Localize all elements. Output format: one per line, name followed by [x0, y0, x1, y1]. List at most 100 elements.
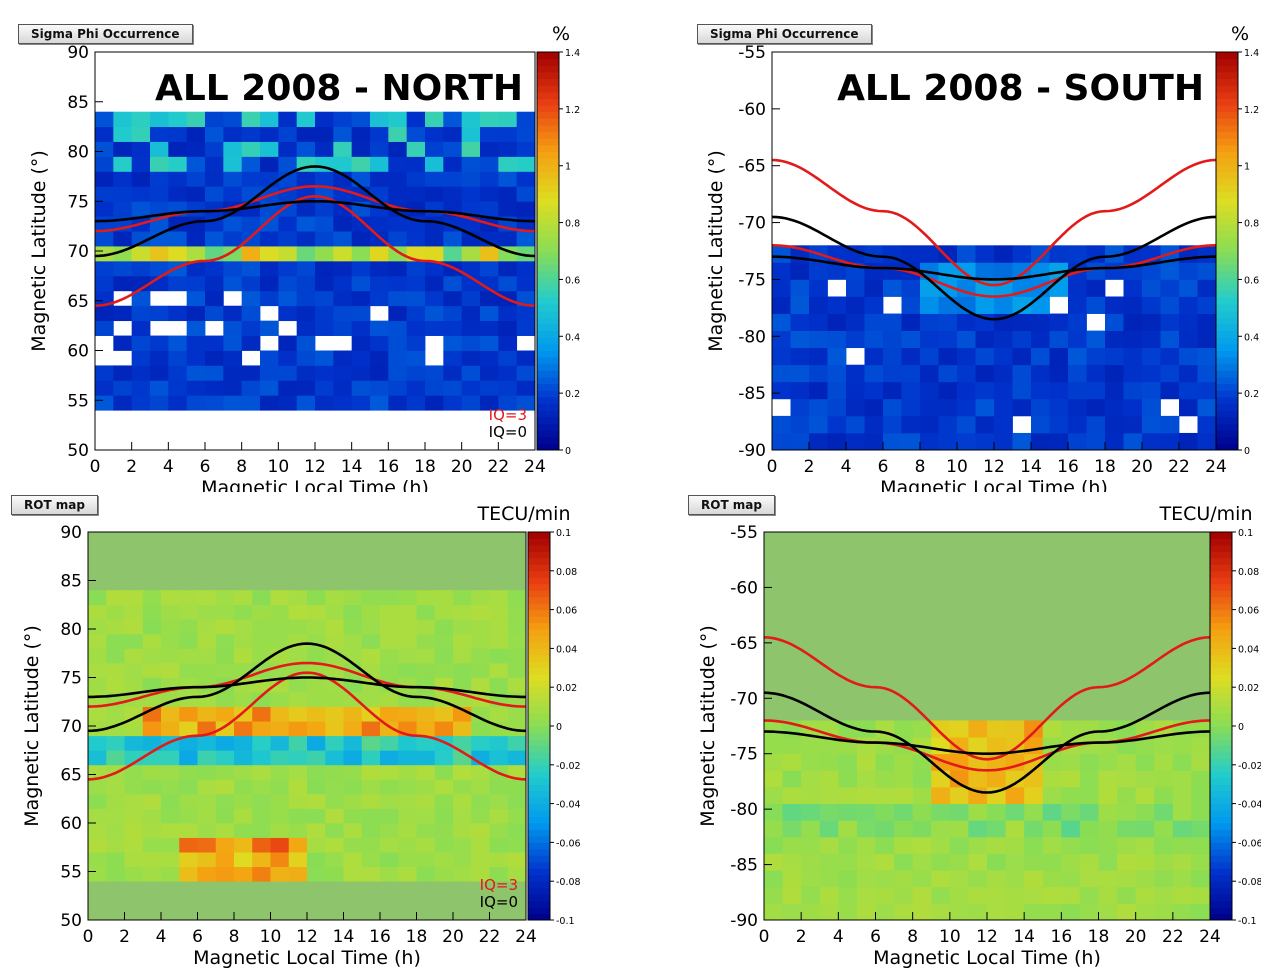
heatmap-cell: [388, 395, 408, 411]
heatmap-cell: [772, 364, 791, 383]
panel-label: Sigma Phi Occurrence: [697, 24, 872, 44]
heatmap-cell: [461, 290, 481, 307]
heatmap-cell: [772, 415, 791, 434]
y-axis-label: Magnetic Latitude (°): [697, 625, 719, 827]
heatmap-cell: [95, 141, 114, 157]
heatmap-cell: [1005, 820, 1025, 838]
heatmap-cell: [425, 231, 444, 247]
heatmap-cell: [809, 279, 828, 297]
colorbar-segment: [1216, 396, 1238, 405]
heatmap-cell: [95, 201, 114, 217]
heatmap-cell: [260, 171, 279, 187]
heatmap-cell: [370, 216, 389, 232]
y-tick-label: -85: [738, 384, 766, 404]
heatmap-cell: [1061, 753, 1081, 771]
heatmap-cell: [1197, 296, 1217, 314]
colorbar-tick-label: 1.4: [565, 48, 580, 59]
heatmap-cell: [186, 201, 206, 217]
heatmap-cell: [461, 201, 481, 217]
oval-iq0-equator: [763, 691, 1211, 794]
heatmap-cell: [480, 231, 499, 247]
heatmap-cell: [307, 677, 326, 693]
panel-label: ROT map: [688, 495, 775, 515]
heatmap-cell: [1086, 330, 1106, 349]
heatmap-cell: [782, 770, 802, 788]
heatmap-cell: [380, 852, 399, 868]
heatmap-cell: [1079, 770, 1099, 788]
heatmap-cell: [516, 380, 536, 396]
colorbar-segment: [1210, 784, 1232, 792]
heatmap-cell: [1160, 262, 1180, 280]
heatmap-cell: [398, 750, 417, 766]
heatmap-cell: [931, 820, 951, 838]
heatmap-cell: [1049, 330, 1069, 349]
heatmap-cell: [968, 820, 988, 838]
colorbar-segment: [1216, 277, 1238, 285]
colorbar-segment: [537, 310, 559, 318]
colorbar-segment: [1216, 78, 1238, 86]
colorbar-segment: [1216, 383, 1238, 391]
heatmap-cell: [987, 820, 1006, 838]
heatmap-cell: [461, 186, 481, 202]
heatmap-cell: [325, 677, 344, 693]
heatmap-cell: [957, 381, 976, 400]
colorbar-segment: [1210, 726, 1232, 733]
colorbar-segment: [528, 719, 550, 727]
heatmap-cell: [161, 648, 180, 664]
heatmap-cell: [1197, 262, 1217, 280]
heatmap-cell: [1024, 786, 1044, 804]
heatmap-cell: [234, 750, 253, 766]
heatmap-cell: [994, 347, 1013, 366]
colorbar-segment: [537, 131, 559, 139]
heatmap-cell: [1197, 415, 1217, 434]
heatmap-cell: [507, 852, 527, 868]
heatmap-cell: [307, 735, 326, 751]
heatmap-cell: [901, 313, 921, 331]
colorbar-segment: [1216, 430, 1238, 438]
heatmap-cell: [994, 398, 1013, 417]
heatmap-cell: [1079, 820, 1099, 838]
x-tick-label: 12: [304, 457, 326, 477]
heatmap-cell: [179, 735, 198, 751]
heatmap-cell: [406, 380, 426, 396]
heatmap-cell: [252, 735, 271, 751]
heatmap-cell: [88, 648, 107, 664]
heatmap-cell: [827, 313, 847, 331]
colorbar-segment: [1216, 111, 1238, 119]
colorbar-segment: [537, 71, 559, 80]
y-tick-label: 65: [60, 766, 82, 786]
heatmap-cell: [1031, 313, 1050, 331]
heatmap-cell: [186, 365, 206, 381]
heatmap-cell: [425, 395, 444, 411]
heatmap-cell: [875, 753, 895, 771]
heatmap-cell: [406, 275, 426, 292]
colorbar-segment: [528, 693, 550, 701]
colorbar-unit: TECU/min: [476, 503, 570, 525]
heatmap-cell: [443, 395, 463, 411]
heatmap-cell: [489, 808, 509, 824]
heatmap-cell: [150, 365, 169, 381]
heatmap-cell: [325, 590, 344, 606]
heatmap-cell: [489, 852, 509, 868]
colorbar-segment: [537, 337, 559, 345]
colorbar-segment: [537, 158, 559, 166]
heatmap-cell: [150, 141, 169, 157]
heatmap-cell: [1031, 415, 1050, 434]
heatmap-cell: [1079, 786, 1099, 804]
y-tick-label: 70: [67, 242, 89, 262]
heatmap-cell: [406, 186, 426, 202]
heatmap-cell: [856, 853, 876, 871]
heatmap-cell: [782, 803, 802, 821]
heatmap-cell: [333, 305, 353, 322]
colorbar-segment: [1216, 323, 1238, 332]
heatmap-cell: [968, 720, 988, 738]
y-tick-label: 60: [67, 342, 89, 362]
heatmap-cell: [1135, 753, 1155, 771]
heatmap-cell: [106, 619, 125, 635]
heatmap-cell: [827, 432, 847, 451]
heatmap-cell: [894, 803, 914, 821]
colorbar-segment: [1216, 244, 1238, 252]
heatmap-cell: [1012, 347, 1032, 366]
colorbar-segment: [537, 297, 559, 305]
heatmap-cell: [288, 677, 308, 693]
